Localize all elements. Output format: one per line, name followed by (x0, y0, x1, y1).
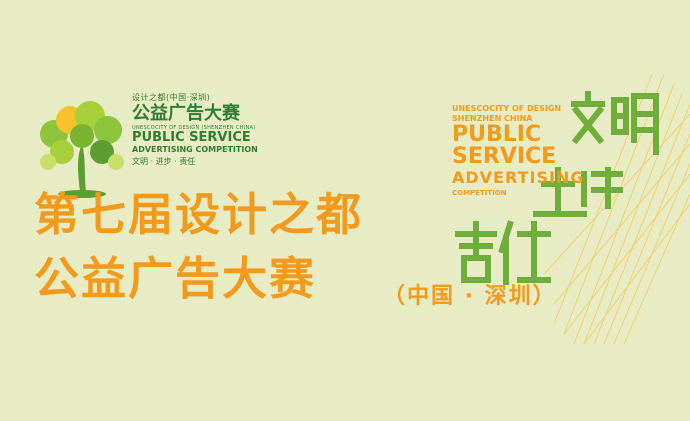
artwork-unesco-line2: SHENZHEN CHINA (452, 114, 533, 123)
headline-line2: 公益广告大赛 (34, 252, 317, 305)
logo-unesco-text: UNESCOCITY OF DESIGN (SHENZHEN CHINA) (132, 125, 256, 131)
artwork-graphic: UNESCOCITY OF DESIGN SHENZHEN CHINA PUBL… (424, 74, 690, 344)
logo-chinese-title: 公益广告大赛 (132, 103, 240, 124)
logo-english-line1: PUBLIC SERVICE (132, 130, 251, 145)
artwork-unesco-line1: UNESCOCITY OF DESIGN (452, 104, 562, 113)
artwork-text: UNESCOCITY OF DESIGN SHENZHEN CHINA PUBL… (452, 104, 584, 198)
artwork-lines (455, 74, 690, 344)
logo-english-line2: ADVERTISING COMPETITION (132, 145, 258, 154)
artwork-service: SERVICE (452, 144, 557, 169)
competition-logo: 设计之都(中国·深圳) 公益广告大赛 UNESCOCITY OF DESIGN … (32, 92, 272, 202)
headline-location: （中国 · 深圳） (383, 284, 557, 309)
logo-motto: 文明 · 进步 · 责任 (132, 157, 196, 166)
logo-subtitle: 设计之都(中国·深圳) (132, 93, 211, 102)
tree-heart-icon (40, 101, 124, 198)
headline-line1: 第七届设计之都 (34, 188, 364, 241)
artwork-advertising: ADVERTISING (452, 168, 585, 187)
logo-text: 设计之都(中国·深圳) 公益广告大赛 UNESCOCITY OF DESIGN … (132, 92, 282, 167)
artwork-competition: COMPETITION (452, 189, 507, 197)
artwork-public: PUBLIC (452, 122, 542, 147)
